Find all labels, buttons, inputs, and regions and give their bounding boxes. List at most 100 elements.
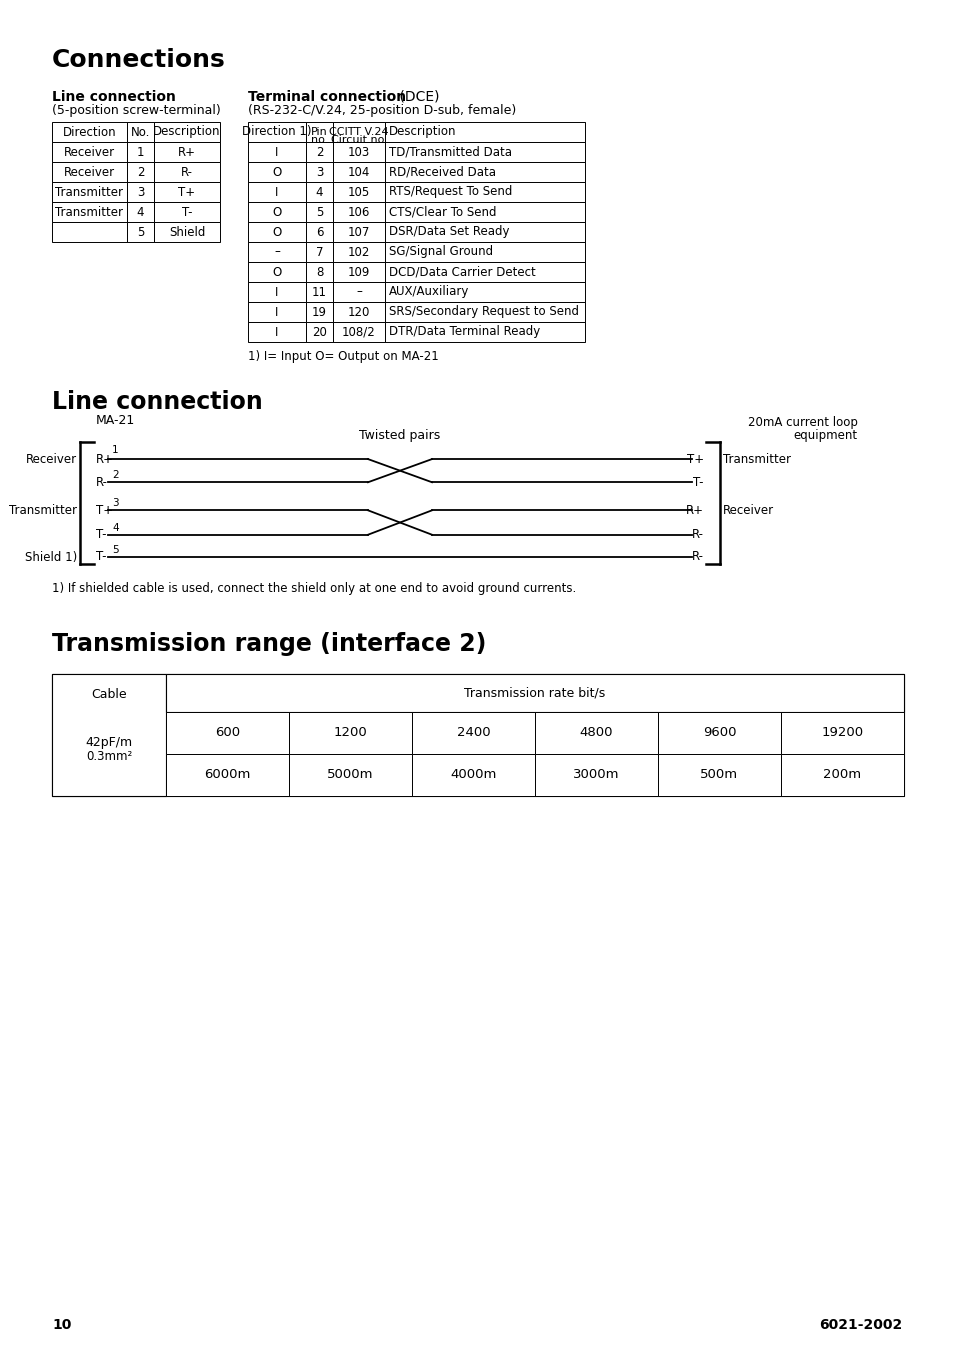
Text: 500m: 500m — [700, 769, 738, 781]
Text: I: I — [275, 146, 278, 158]
Bar — [333, 303, 385, 322]
Text: 3000m: 3000m — [573, 769, 619, 781]
Text: 5: 5 — [112, 544, 118, 555]
Text: Transmitter: Transmitter — [55, 205, 123, 219]
Text: T-: T- — [693, 476, 703, 489]
Text: Receiver: Receiver — [722, 504, 773, 517]
Text: (DCE): (DCE) — [395, 91, 439, 104]
Bar — [385, 142, 584, 162]
Bar — [385, 222, 584, 242]
Text: I: I — [275, 285, 278, 299]
Text: 1) If shielded cable is used, connect the shield only at one end to avoid ground: 1) If shielded cable is used, connect th… — [52, 582, 576, 594]
Text: Direction: Direction — [63, 126, 116, 139]
Bar — [248, 222, 306, 242]
Bar — [166, 754, 289, 796]
Bar — [333, 142, 385, 162]
Bar — [333, 182, 385, 203]
Text: CTS/Clear To Send: CTS/Clear To Send — [389, 205, 496, 219]
Bar — [52, 142, 127, 162]
Text: 2: 2 — [315, 146, 323, 158]
Bar — [333, 242, 385, 262]
Bar — [385, 203, 584, 222]
Text: 6000m: 6000m — [204, 769, 251, 781]
Bar — [306, 203, 333, 222]
Bar — [248, 282, 306, 303]
Text: Connections: Connections — [52, 49, 226, 72]
Bar — [153, 182, 220, 203]
Text: R-: R- — [96, 476, 108, 489]
Text: 120: 120 — [348, 305, 370, 319]
Text: No.: No. — [131, 126, 150, 139]
Text: R+: R+ — [178, 146, 195, 158]
Text: 1: 1 — [136, 146, 144, 158]
Text: Terminal connection (DCE): Terminal connection (DCE) — [248, 91, 432, 104]
Text: 103: 103 — [348, 146, 370, 158]
Text: Direction 1): Direction 1) — [242, 126, 312, 139]
Text: 600: 600 — [214, 727, 240, 739]
Bar — [248, 203, 306, 222]
Bar — [153, 142, 220, 162]
Text: no.: no. — [311, 135, 328, 145]
Bar — [52, 122, 127, 142]
Text: 8: 8 — [315, 266, 323, 278]
Bar — [248, 262, 306, 282]
Text: Description: Description — [389, 126, 456, 139]
Text: Twisted pairs: Twisted pairs — [359, 430, 440, 442]
Bar — [306, 162, 333, 182]
Text: 20: 20 — [312, 326, 327, 339]
Bar — [333, 282, 385, 303]
Text: MA-21: MA-21 — [95, 413, 134, 427]
Text: Line connection: Line connection — [52, 390, 262, 413]
Bar — [248, 303, 306, 322]
Bar — [385, 162, 584, 182]
Text: DCD/Data Carrier Detect: DCD/Data Carrier Detect — [389, 266, 536, 278]
Text: 1: 1 — [112, 444, 118, 455]
Bar — [535, 712, 658, 754]
Bar — [333, 222, 385, 242]
Text: 2: 2 — [136, 166, 144, 178]
Text: 4: 4 — [315, 185, 323, 199]
Bar — [306, 262, 333, 282]
Text: R-: R- — [691, 528, 703, 542]
Bar — [781, 712, 903, 754]
Text: 6021-2002: 6021-2002 — [818, 1319, 901, 1332]
Text: 3: 3 — [136, 185, 144, 199]
Bar — [127, 162, 153, 182]
Text: DSR/Data Set Ready: DSR/Data Set Ready — [389, 226, 509, 239]
Bar — [52, 182, 127, 203]
Bar — [306, 303, 333, 322]
Text: T-: T- — [96, 550, 107, 563]
Bar — [248, 122, 306, 142]
Bar — [385, 303, 584, 322]
Bar — [333, 203, 385, 222]
Text: SG/Signal Ground: SG/Signal Ground — [389, 246, 493, 258]
Text: Transmission range (interface 2): Transmission range (interface 2) — [52, 632, 486, 657]
Bar — [385, 122, 584, 142]
Bar — [385, 182, 584, 203]
Bar — [166, 712, 289, 754]
Text: 107: 107 — [348, 226, 370, 239]
Bar — [52, 674, 903, 796]
Text: 1) I= Input O= Output on MA-21: 1) I= Input O= Output on MA-21 — [248, 350, 438, 363]
Text: T+: T+ — [686, 453, 703, 466]
Text: AUX/Auxiliary: AUX/Auxiliary — [389, 285, 469, 299]
Bar — [52, 162, 127, 182]
Text: 5: 5 — [315, 205, 323, 219]
Text: R+: R+ — [685, 504, 703, 517]
Text: T+: T+ — [178, 185, 195, 199]
Bar — [658, 754, 781, 796]
Text: T-: T- — [182, 205, 193, 219]
Bar — [248, 322, 306, 342]
Bar — [306, 182, 333, 203]
Text: 5: 5 — [136, 226, 144, 239]
Bar — [306, 322, 333, 342]
Bar — [306, 242, 333, 262]
Bar — [248, 162, 306, 182]
Text: R-: R- — [181, 166, 193, 178]
Bar — [306, 282, 333, 303]
Text: SRS/Secondary Request to Send: SRS/Secondary Request to Send — [389, 305, 578, 319]
Text: T+: T+ — [96, 504, 113, 517]
Text: 4: 4 — [136, 205, 144, 219]
Bar — [248, 182, 306, 203]
Text: I: I — [275, 305, 278, 319]
